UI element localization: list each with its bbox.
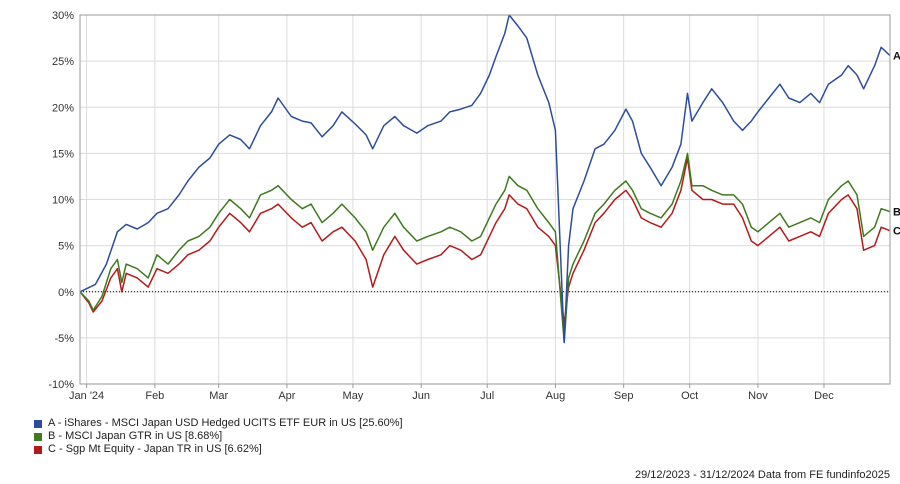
x-tick-label: Jul <box>480 390 494 402</box>
end-label-c: C <box>893 226 900 238</box>
series-line-a <box>79 14 891 344</box>
y-axis: -10% -5% 0% 5% 10% 15% 20% 25% 30% <box>48 10 74 391</box>
x-tick-label: Sep <box>614 390 634 402</box>
x-tick-label: May <box>343 390 364 402</box>
end-labels: CB A <box>893 51 900 238</box>
y-tick-label: -10% <box>48 379 74 391</box>
line-chart: -10% -5% 0% 5% 10% 15% 20% 25% 30% Jan '24 Feb Mar… <box>48 10 900 402</box>
legend-swatch-a <box>34 419 42 428</box>
end-label-b: B <box>893 207 900 219</box>
x-tick-label: Oct <box>681 390 698 402</box>
x-tick-label: Apr <box>278 390 295 402</box>
x-tick-label: Aug <box>546 390 566 402</box>
series-line-c <box>79 157 891 325</box>
x-tick-label: Nov <box>748 390 768 402</box>
legend-item-b: B - MSCI Japan GTR in US [8.68%] <box>34 430 403 443</box>
x-tick-label: Jun <box>412 390 430 402</box>
y-tick-label: 15% <box>52 148 74 160</box>
legend-swatch-b <box>34 432 42 441</box>
plot-frame <box>79 14 891 385</box>
y-tick-label: 10% <box>52 195 74 207</box>
legend-swatch-c <box>34 445 42 454</box>
x-tick-label: Dec <box>814 390 834 402</box>
grid-lines <box>80 14 890 385</box>
legend-item-c: C - Sgp Mt Equity - Japan TR in US [6.62… <box>34 443 403 456</box>
footer-source: 29/12/2023 - 31/12/2024 Data from FE fun… <box>634 469 890 481</box>
legend-item-a: A - iShares - MSCI Japan USD Hedged UCIT… <box>34 417 403 430</box>
end-label-a: A <box>893 51 900 63</box>
legend: A - iShares - MSCI Japan USD Hedged UCIT… <box>34 417 403 456</box>
x-tick-label: Feb <box>145 390 164 402</box>
y-tick-label: 20% <box>52 102 74 114</box>
series-line-b <box>79 152 891 344</box>
legend-label-c: C - Sgp Mt Equity - Japan TR in US [6.62… <box>48 443 262 455</box>
y-tick-label: 0% <box>58 287 74 299</box>
series-lines <box>79 14 891 344</box>
x-tick-label: Jan '24 <box>69 390 104 402</box>
x-axis: Jan '24 Feb Mar Apr May Jun Jul Aug Sep Oct Nov Dec <box>69 384 834 402</box>
legend-label-b: B - MSCI Japan GTR in US [8.68%] <box>48 430 223 442</box>
y-tick-label: 25% <box>52 56 74 68</box>
legend-label-a: A - iShares - MSCI Japan USD Hedged UCIT… <box>48 417 403 429</box>
y-tick-label: -5% <box>54 333 74 345</box>
y-tick-label: 30% <box>52 10 74 22</box>
x-tick-label: Mar <box>209 390 228 402</box>
y-tick-label: 5% <box>58 241 74 253</box>
